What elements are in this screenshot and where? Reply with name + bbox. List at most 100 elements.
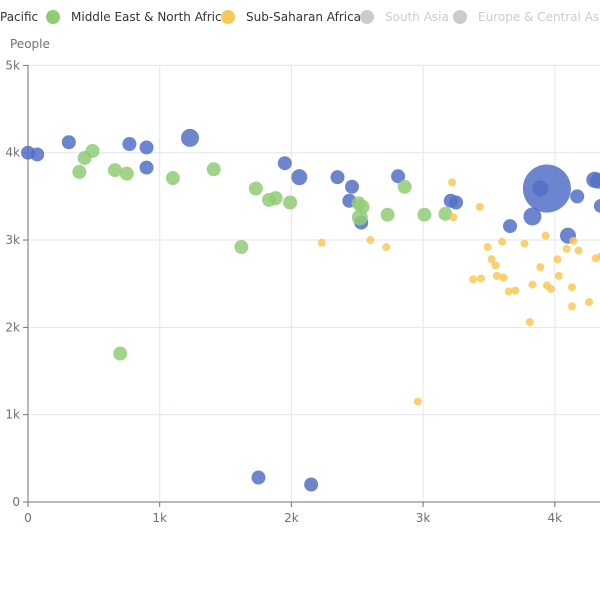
data-point[interactable] [522,164,571,213]
data-point[interactable] [562,244,571,253]
data-point[interactable] [438,206,453,221]
legend-label: Sub-Saharan Africa [246,10,361,24]
y-tick-label: 1k [5,408,20,422]
y-axis-title: People [10,37,50,51]
data-point[interactable] [72,164,87,179]
y-tick-label: 5k [5,58,20,72]
legend-item[interactable]: South Asia [360,10,449,24]
legend: Pacific Middle East & North Africa Sub-Sah… [0,10,600,24]
data-point[interactable] [503,219,518,234]
legend-marker [221,10,235,24]
data-point[interactable] [330,170,345,185]
legend-item[interactable]: Middle East & North Africa [46,10,229,24]
legend-marker [46,10,60,24]
data-point[interactable] [528,280,537,289]
data-point[interactable] [569,236,578,245]
data-point[interactable] [525,318,534,327]
data-point[interactable] [541,231,550,240]
data-point[interactable] [511,286,520,295]
data-point[interactable] [397,179,412,194]
data-point[interactable] [449,213,458,222]
data-point[interactable] [523,207,542,226]
x-tick-label: 2k [284,511,299,525]
data-points [21,128,600,492]
data-point[interactable] [570,189,585,204]
data-point[interactable] [139,140,154,155]
y-tick-label: 3k [5,233,20,247]
legend-label: Europe & Central Asia [478,10,600,24]
data-point[interactable] [206,162,221,177]
data-point[interactable] [499,273,508,282]
data-point[interactable] [498,237,507,246]
data-point[interactable] [119,166,134,181]
legend-item[interactable]: Sub-Saharan Africa [221,10,361,24]
data-point[interactable] [417,207,432,222]
data-point[interactable] [344,179,359,194]
data-point[interactable] [487,255,496,264]
data-point[interactable] [448,178,457,187]
data-point[interactable] [491,261,500,270]
data-point[interactable] [391,169,406,184]
legend-marker [453,10,467,24]
data-point[interactable] [291,169,308,186]
data-point[interactable] [277,156,292,171]
legend-label: South Asia [385,10,449,24]
data-point[interactable] [180,128,199,147]
x-tick-label: 0 [24,511,32,525]
y-tick-label: 0 [12,495,20,509]
data-point[interactable] [113,346,128,361]
data-point[interactable] [165,171,180,186]
data-point[interactable] [61,135,76,150]
data-point[interactable] [483,243,492,252]
data-point[interactable] [585,298,594,307]
data-point[interactable] [234,240,249,255]
data-point[interactable] [567,302,576,311]
legend-label: Middle East & North Africa [71,10,229,24]
legend-item[interactable]: Pacific [0,10,38,24]
data-point[interactable] [30,147,45,162]
y-tick-label: 4k [5,146,20,160]
data-point[interactable] [574,246,583,255]
data-point[interactable] [504,287,513,296]
data-point[interactable] [536,263,545,272]
data-point[interactable] [554,271,563,280]
data-point[interactable] [317,238,326,247]
data-point[interactable] [304,477,319,492]
data-point[interactable] [593,199,600,213]
data-point[interactable] [139,160,154,175]
x-tick-label: 4k [548,511,563,525]
data-point[interactable] [248,181,263,196]
data-point[interactable] [596,252,600,261]
data-point[interactable] [251,470,266,485]
data-point[interactable] [122,136,137,151]
data-point[interactable] [382,243,391,252]
legend-marker [360,10,374,24]
data-point[interactable] [413,397,422,406]
data-point[interactable] [355,199,370,214]
x-tick-label: 1k [152,511,167,525]
data-point[interactable] [85,143,100,158]
legend-item[interactable]: Europe & Central Asia [453,10,600,24]
x-tick-label: 3k [416,511,431,525]
data-point[interactable] [469,275,478,284]
data-point[interactable] [477,274,486,283]
grid [28,64,600,502]
data-point[interactable] [283,195,298,210]
data-point[interactable] [553,255,562,264]
data-point[interactable] [449,195,464,210]
data-point[interactable] [475,202,484,211]
data-point[interactable] [520,239,529,248]
data-point[interactable] [590,172,600,189]
data-point[interactable] [380,207,395,222]
axes: 0 1k 2k 3k 4k 0 1k 2k 3k 4k 5k [5,58,600,525]
data-point[interactable] [366,236,375,245]
legend-label: Pacific [0,10,38,24]
data-point[interactable] [107,163,122,178]
data-point[interactable] [492,271,501,280]
data-point[interactable] [268,191,283,206]
data-point[interactable] [546,284,555,293]
data-point[interactable] [567,283,576,292]
y-tick-label: 2k [5,320,20,334]
